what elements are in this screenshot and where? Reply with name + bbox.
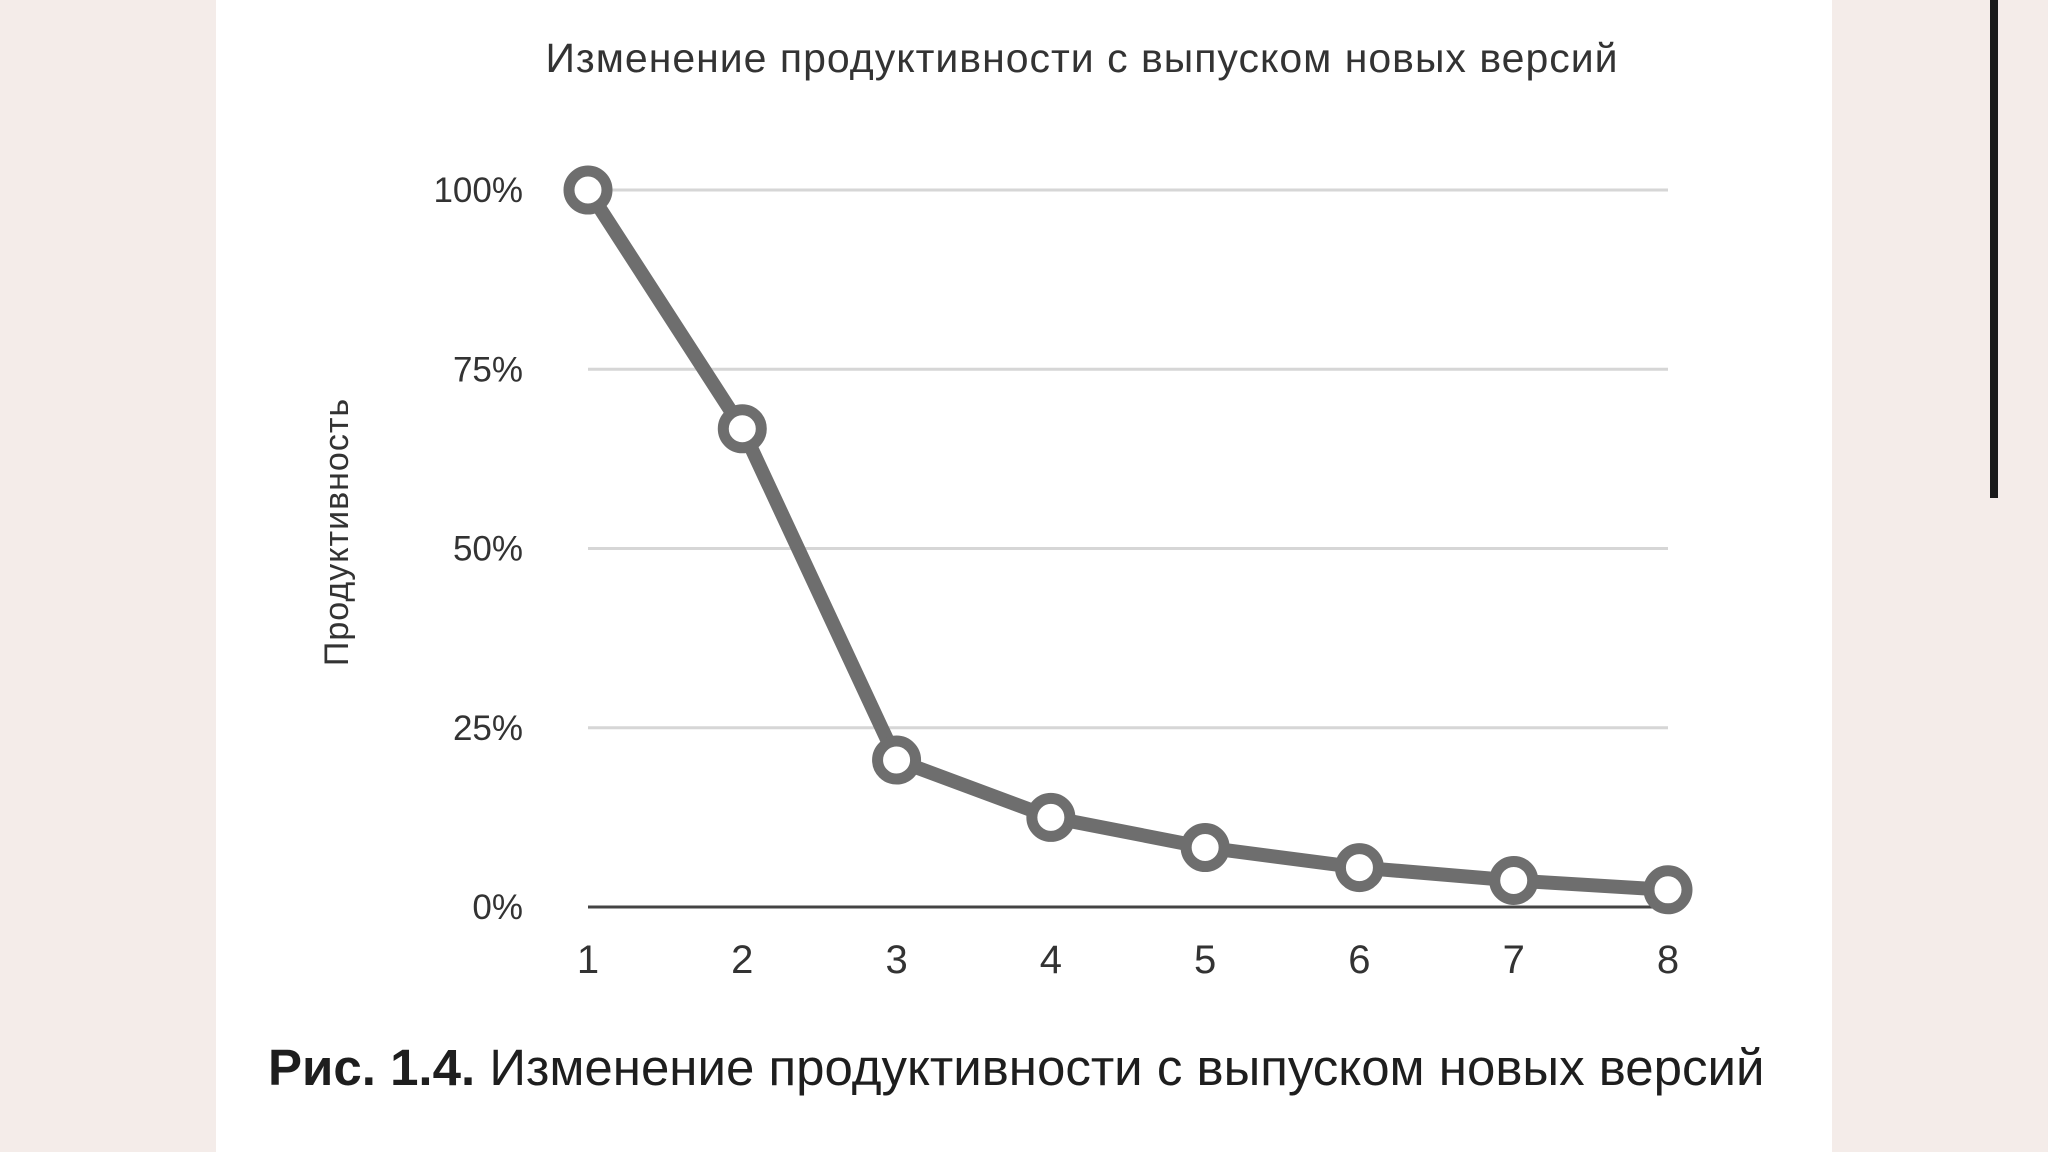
figure-page xyxy=(216,0,1832,1152)
y-tick-label: 50% xyxy=(453,530,523,569)
x-tick-label: 1 xyxy=(577,938,599,982)
x-tick-labels: 1 2 3 4 5 6 7 8 xyxy=(577,938,1679,982)
y-tick-label: 0% xyxy=(472,888,523,927)
x-tick-label: 4 xyxy=(1040,938,1062,982)
x-tick-label: 6 xyxy=(1348,938,1370,982)
caption-text: Изменение продуктивности с выпуском новы… xyxy=(489,1039,1765,1096)
data-point xyxy=(1180,822,1230,872)
gridlines xyxy=(588,188,1668,730)
figure-caption: Рис. 1.4. Изменение продуктивности с вып… xyxy=(268,1038,1868,1097)
series-line xyxy=(581,183,1675,897)
y-axis-label: Продуктивность xyxy=(318,398,356,666)
chart-title: Изменение продуктивности с выпуском новы… xyxy=(545,35,1618,81)
x-tick-label: 8 xyxy=(1657,938,1679,982)
y-tick-label: 25% xyxy=(453,709,523,748)
data-point xyxy=(1334,843,1384,893)
data-point xyxy=(563,165,613,215)
margin-rule xyxy=(1990,0,1998,498)
x-tick-label: 2 xyxy=(731,938,753,982)
caption-label: Рис. 1.4. xyxy=(268,1039,476,1096)
y-tick-label: 75% xyxy=(453,350,523,389)
data-point xyxy=(717,404,767,454)
data-point xyxy=(1643,865,1693,915)
y-tick-labels: 100% 75% 50% 25% 0% xyxy=(433,171,523,927)
data-point xyxy=(1489,855,1539,905)
x-tick-label: 3 xyxy=(885,938,907,982)
data-point xyxy=(1026,792,1076,842)
y-tick-label: 100% xyxy=(433,171,523,210)
x-tick-label: 5 xyxy=(1194,938,1216,982)
x-tick-label: 7 xyxy=(1503,938,1525,982)
data-series xyxy=(563,165,1693,915)
data-point xyxy=(872,735,922,785)
